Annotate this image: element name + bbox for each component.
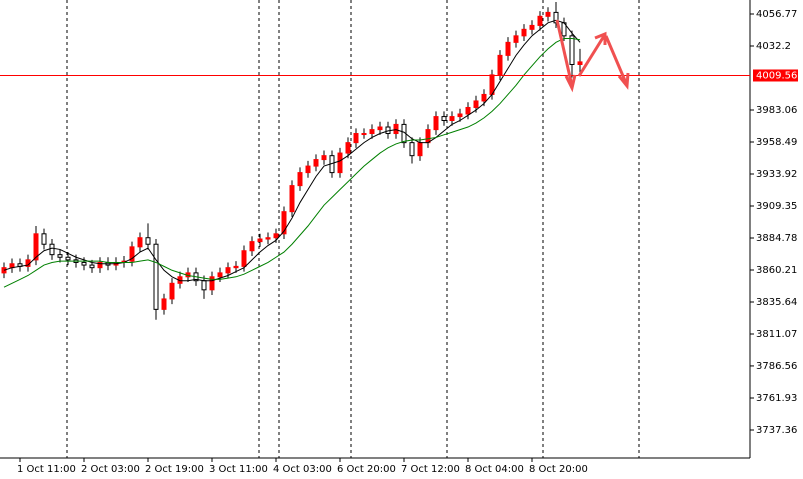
- y-tick-label: 3811.07: [756, 329, 797, 340]
- candle-body: [457, 113, 463, 118]
- arrow-head: [617, 72, 630, 90]
- x-tick-label: 8 Oct 04:00: [465, 464, 524, 475]
- candle-body: [209, 276, 215, 291]
- candle-body: [513, 35, 519, 43]
- candle-body: [137, 237, 143, 248]
- candle-body: [313, 159, 319, 167]
- candle-body: [289, 185, 295, 213]
- candle-body: [569, 35, 575, 65]
- candle-body: [481, 93, 487, 102]
- x-tick-label: 4 Oct 03:00: [273, 464, 332, 475]
- candle-body: [449, 116, 455, 122]
- x-tick-label: 1 Oct 11:00: [17, 464, 76, 475]
- candle-body: [225, 267, 231, 274]
- axes: 3737.36 3761.93 3786.56 3811.07 3835.64 3860.…: [17, 9, 798, 475]
- candle-body: [441, 116, 447, 122]
- candle-body: [241, 250, 247, 267]
- candle-body: [129, 246, 135, 262]
- candle-body: [65, 256, 71, 261]
- arrow: [555, 19, 574, 87]
- x-tick-label: 6 Oct 20:00: [337, 464, 396, 475]
- current-price-box: [753, 69, 798, 82]
- candle-body: [433, 116, 439, 131]
- y-tick-label: 4032.2: [756, 41, 791, 52]
- y-tick-label: 3860.21: [756, 265, 797, 276]
- arrow: [604, 35, 628, 84]
- y-tick-label: 4056.77: [756, 9, 797, 20]
- candle-body: [377, 126, 383, 131]
- x-tick-label: 7 Oct 12:00: [401, 464, 460, 475]
- candle-body: [345, 142, 351, 154]
- x-tick-label: 8 Oct 20:00: [529, 464, 588, 475]
- candle-body: [41, 233, 47, 245]
- candle-body: [545, 11, 551, 17]
- candle-body: [145, 237, 151, 245]
- candle-body: [169, 282, 175, 300]
- y-tick-label: 3983.06: [756, 105, 797, 116]
- candle-body: [153, 243, 159, 310]
- candle-body: [257, 238, 263, 243]
- candle-body: [553, 11, 559, 24]
- candle-body: [537, 15, 543, 26]
- y-tick-label: 3884.78: [756, 233, 797, 244]
- candle-body: [161, 298, 167, 310]
- moving-average: [3, 37, 581, 288]
- y-tick-label: 3786.56: [756, 361, 797, 372]
- candle-body: [33, 233, 39, 261]
- candle-body: [497, 54, 503, 76]
- arrow-head: [564, 74, 577, 93]
- candle-body: [249, 241, 255, 252]
- x-tick-label: 2 Oct 03:00: [81, 464, 140, 475]
- candle-body: [89, 264, 95, 269]
- x-tick-label: 3 Oct 11:00: [209, 464, 268, 475]
- current-price-label: 4009.56: [756, 70, 797, 81]
- candle-body: [465, 106, 471, 115]
- candle-body: [321, 155, 327, 161]
- x-tick-label: 2 Oct 19:00: [145, 464, 204, 475]
- candle-body: [409, 142, 415, 157]
- y-tick-label: 3737.36: [756, 425, 797, 436]
- candle-body: [297, 172, 303, 187]
- arrow: [577, 35, 606, 77]
- candle-body: [97, 261, 103, 269]
- candle-body: [353, 133, 359, 144]
- period-separators: [66, 0, 640, 458]
- candle-body: [521, 28, 527, 37]
- candle-body: [473, 100, 479, 108]
- candle-body: [417, 142, 423, 157]
- candle-body: [369, 129, 375, 135]
- candle-body: [425, 129, 431, 144]
- y-tick-label: 3958.49: [756, 137, 797, 148]
- arrow-head: [594, 31, 607, 45]
- candle-body: [577, 61, 583, 65]
- plot: [0, 1, 750, 320]
- forecast-arrows: [555, 19, 630, 93]
- moving-average: [3, 19, 581, 282]
- candle-body: [233, 265, 239, 269]
- candle-body: [305, 165, 311, 174]
- candle-body: [361, 133, 367, 136]
- candle-body: [337, 152, 343, 174]
- candle-body: [265, 237, 271, 240]
- y-tick-label: 3909.35: [756, 201, 797, 212]
- candle-body: [217, 272, 223, 278]
- y-tick-label: 3933.92: [756, 169, 797, 180]
- candle-body: [57, 254, 63, 258]
- y-tick-label: 3761.93: [756, 393, 797, 404]
- candle-body: [529, 24, 535, 30]
- y-tick-label: 3835.64: [756, 297, 797, 308]
- candle-body: [393, 123, 399, 135]
- candle-body: [81, 261, 87, 266]
- candle-body: [201, 280, 207, 291]
- candle-body: [273, 233, 279, 239]
- candle-body: [281, 211, 287, 235]
- candle-body: [505, 41, 511, 56]
- candle-body: [49, 243, 55, 256]
